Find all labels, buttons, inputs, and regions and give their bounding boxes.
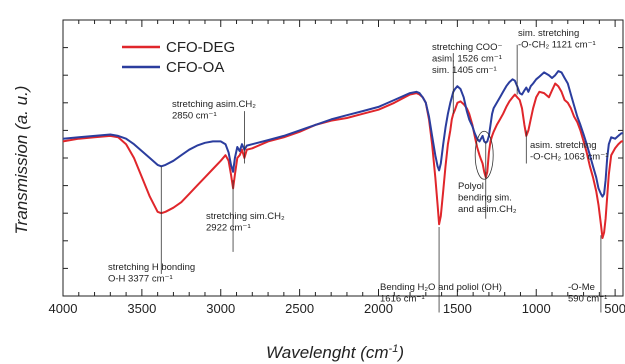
annotation-label-polyol: bending sim. [458,193,512,204]
annotation-label-coo: sim. 1405 cm⁻¹ [432,65,497,76]
x-tick-label: 4000 [49,301,78,316]
x-axis-title-main: Wavelenght (cm [266,343,389,362]
annotation-label-och2-asym: asim. stretching [530,140,597,151]
series-layer [62,70,623,239]
annotation-label-ome: 590 cm⁻¹ [568,294,607,305]
annotation-label-oh-stretch: stretching H bonding [108,262,195,273]
plot-area [62,19,624,297]
annotation-label-ome: -O-Me [568,282,595,293]
annotation-label-polyol: and asim.CH₂ [458,204,517,215]
x-tick-label: 1500 [443,301,472,316]
annotation-label-oh-bend: Bending H₂O and poliol (OH) [380,282,502,293]
x-tick-label: 3500 [127,301,156,316]
legend-label: CFO-DEG [166,39,235,56]
annotation-label-ch2-sym: stretching sim.CH₂ [206,211,285,222]
x-tick-label: 2500 [285,301,314,316]
polyol-highlight-ellipse [474,130,494,180]
annotation-label-oh-stretch: O-H 3377 cm⁻¹ [108,274,173,285]
x-axis: 4000 3500 3000 2500 2000 1500 1000 500 [49,20,625,316]
annotation-label-coo: stretching COO⁻ [432,42,502,53]
x-tick-label: 1000 [522,301,551,316]
annotation-label-coo: asim. 1526 cm⁻¹ [432,54,502,65]
x-tick-label: 500 [604,301,625,316]
annotation-label-och2-sym: -O-CH₂ 1121 cm⁻¹ [518,40,596,51]
legend-label: CFO-OA [166,59,224,76]
series-line-cfo-oa [62,70,623,198]
annotation-label-och2-sym: sim. stretching [518,28,579,39]
annotation-label-och2-asym: -O-CH₂ 1063 cm⁻¹ [530,152,608,163]
y-axis-title: Transmission (a. u.) [12,86,31,235]
x-axis-title-end: ) [396,343,404,362]
x-axis-title: Wavelenght (cm-1) [266,343,404,362]
annotation-label-oh-bend: 1616 cm⁻¹ [380,294,425,305]
annotation-label-polyol: Polyol [458,181,484,192]
x-tick-label: 3000 [206,301,235,316]
legend: CFO-DEG CFO-OA [122,39,235,76]
x-tick-label: 2000 [364,301,393,316]
annotation-label-ch2-asym: stretching asim.CH₂ [172,99,256,110]
x-axis-title-superscript: -1 [389,343,399,355]
annotation-label-ch2-asym: 2850 cm⁻¹ [172,111,217,122]
annotation-label-ch2-sym: 2922 cm⁻¹ [206,223,251,234]
